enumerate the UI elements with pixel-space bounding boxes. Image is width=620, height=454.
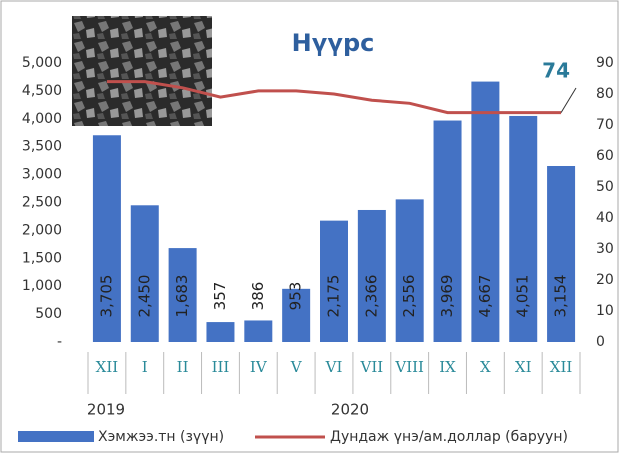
y2-tick-label: 70 [596,117,614,133]
x-tick-label: IV [250,358,268,376]
value-label: 3,154 [552,275,570,318]
bar [130,205,159,342]
x-tick-label: V [290,358,303,376]
legend-swatch [18,431,94,442]
x-tick-label: II [177,358,189,376]
value-label: 953 [287,282,305,311]
y2-tick-label: 10 [596,303,614,319]
y2-tick-label: 60 [596,148,614,164]
y-tick-label: 500 [35,306,62,322]
y2-tick-label: 90 [596,55,614,71]
bar [509,115,538,343]
annotation: 74 [542,59,570,83]
x-tick-label: XI [515,358,532,376]
y-tick-label: 3,500 [22,139,62,155]
bar [395,199,424,342]
y2-tick-label: 30 [596,241,614,257]
x-tick-label: I [142,358,148,376]
value-label: 4,667 [476,275,494,318]
y-tick-label: 4,000 [22,111,62,127]
bar [320,220,348,342]
value-label: 2,556 [400,275,418,318]
bar [282,288,311,342]
value-label: 386 [249,282,267,311]
year-label: 2019 [87,401,125,419]
x-tick-label: X [480,358,491,376]
annotation-leader [560,87,577,113]
bar [244,320,273,342]
value-label: 3,705 [97,275,115,318]
y-tick-label: 1,000 [22,278,62,294]
chart-title: Нүүрс [292,29,375,57]
x-tick-label: VII [360,358,384,376]
bar [168,248,197,342]
x-tick-label: XII [96,358,119,376]
value-label: 2,450 [135,275,153,318]
bar [471,81,500,343]
y2-tick-label: 40 [596,210,614,226]
coal-image [72,16,212,126]
x-tick-label: VIII [394,358,424,376]
y-tick-label: 4,500 [22,83,62,99]
value-label: 4,051 [514,275,532,318]
legend-label: Дундаж үнэ/ам.доллар (баруун) [330,429,568,445]
value-label: 357 [211,282,229,311]
x-tick-label: XII [550,358,573,376]
value-label: 2,366 [362,275,380,318]
y-tick-label: - [57,334,62,350]
value-label: 3,969 [438,275,456,318]
x-tick-label: IX [439,358,456,376]
bar [206,322,235,342]
y-tick-label: 5,000 [22,55,62,71]
y2-tick-label: 50 [596,179,614,195]
x-tick-label: VI [325,358,343,376]
y-tick-label: 2,500 [22,195,62,211]
y2-tick-label: 0 [596,334,605,350]
y-tick-label: 1,500 [22,250,62,266]
bar [547,166,576,342]
bar [92,135,121,342]
y2-tick-label: 80 [596,86,614,102]
y2-tick-label: 20 [596,272,614,288]
x-tick-label: III [212,358,230,376]
line [106,80,562,115]
y-tick-label: 3,000 [22,167,62,183]
year-label: 2020 [331,401,369,419]
value-label: 1,683 [173,275,191,318]
y-tick-label: 2,000 [22,222,62,238]
bar [357,209,386,342]
bar [433,120,462,342]
legend-label: Хэмжээ.тн (зүүн) [98,429,224,445]
value-label: 2,175 [325,275,343,318]
